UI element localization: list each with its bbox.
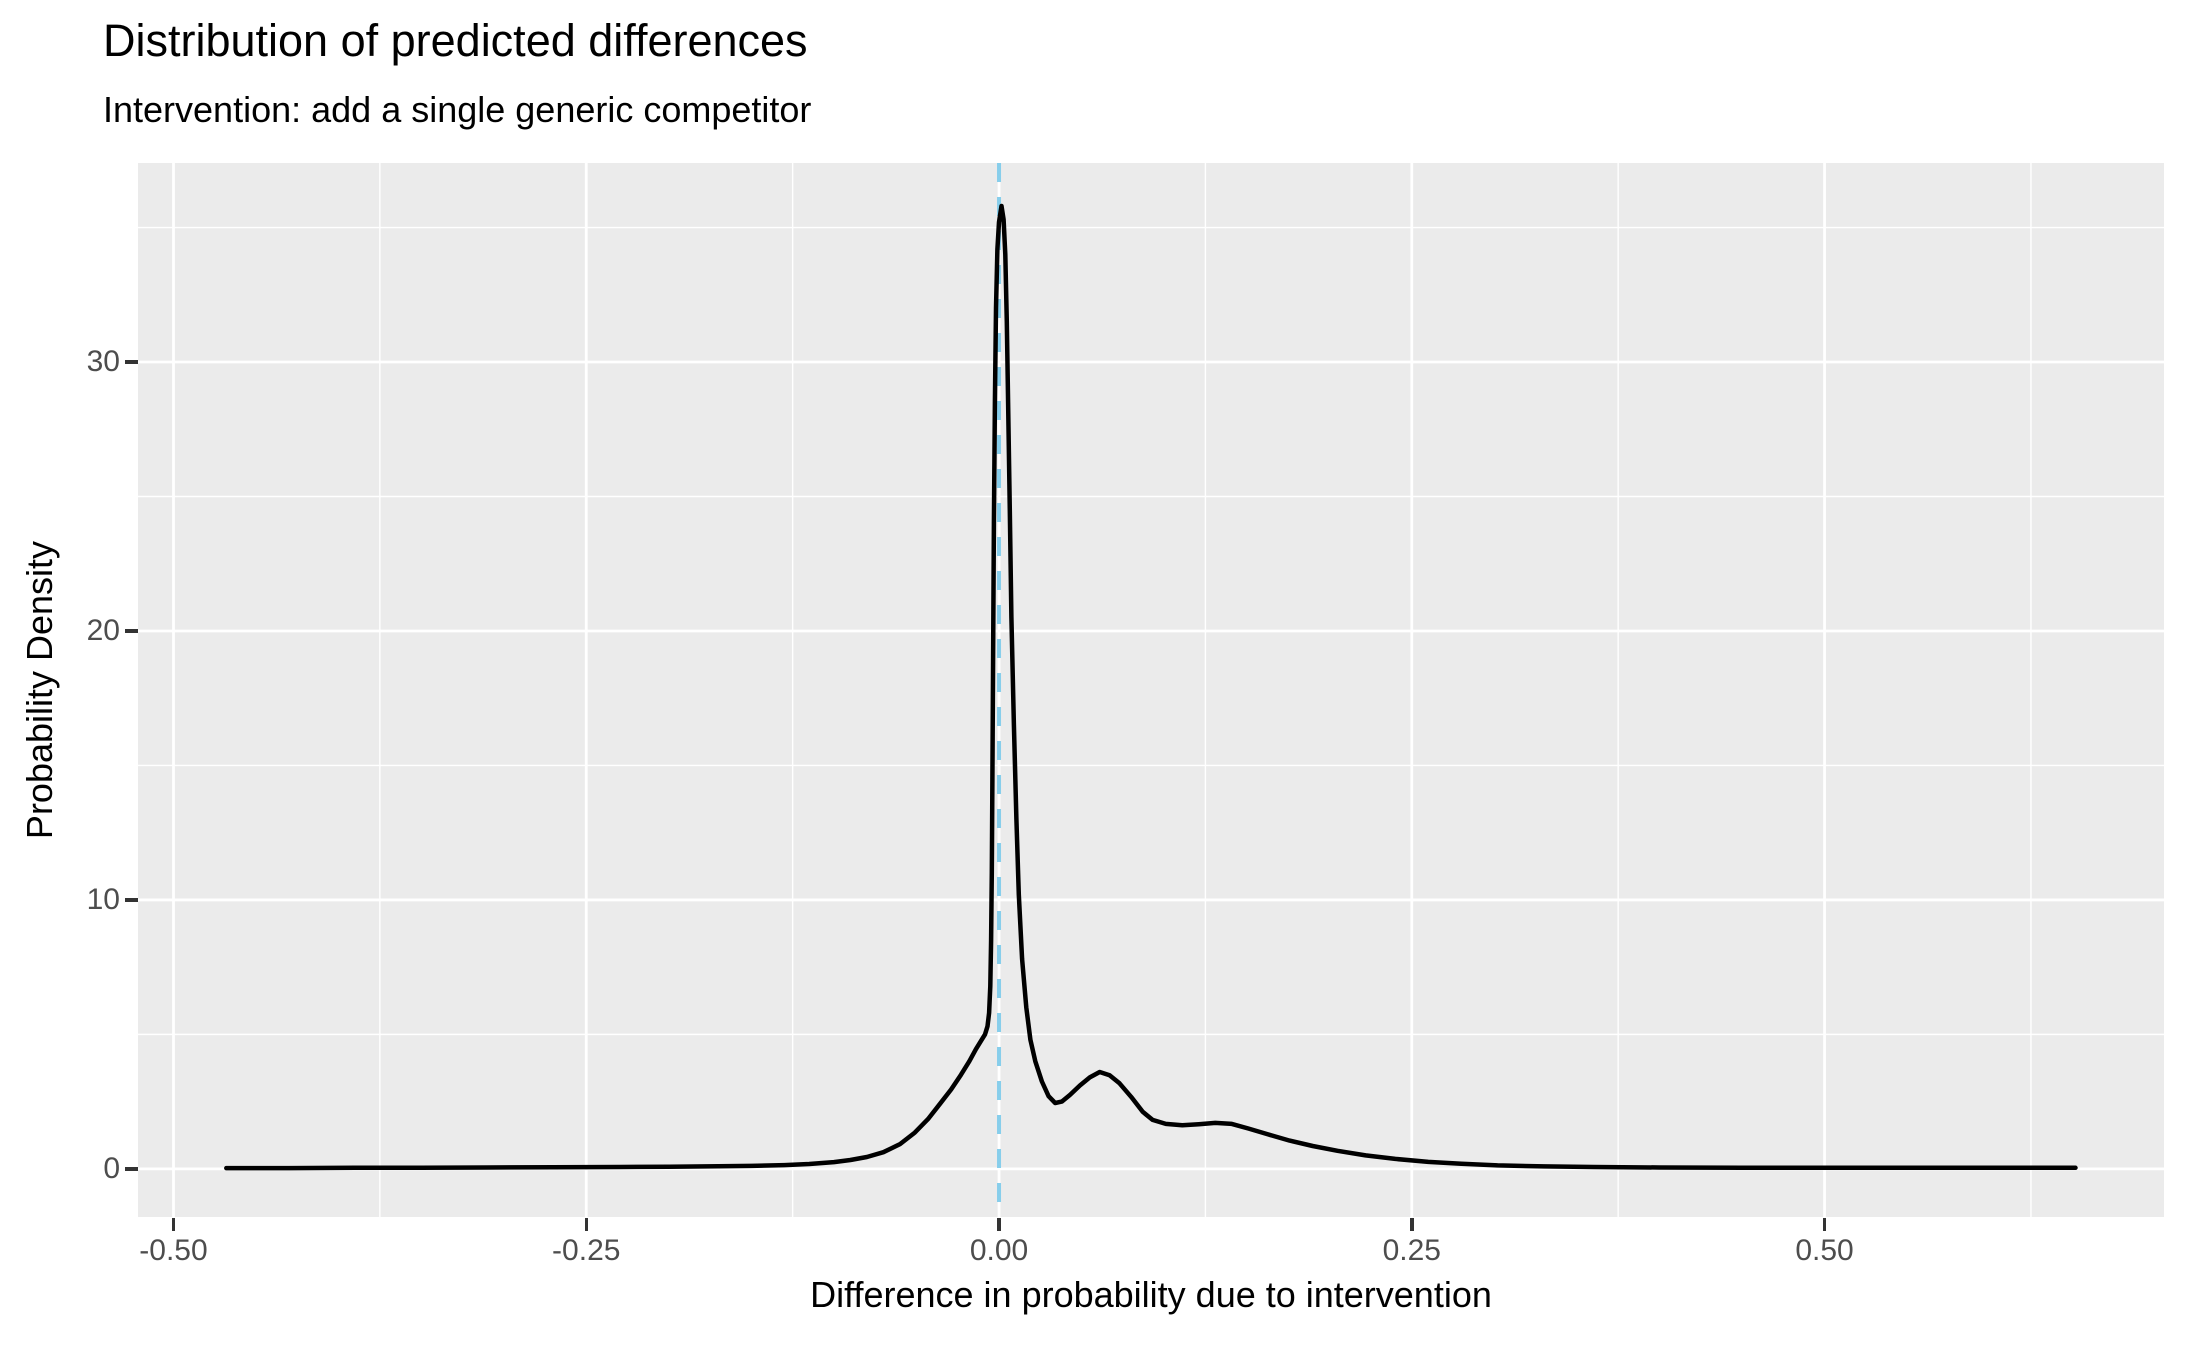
x-axis-title: Difference in probability due to interve… <box>810 1274 1492 1315</box>
y-tick-mark <box>125 898 138 902</box>
y-tick-mark <box>125 360 138 364</box>
density-curve <box>224 203 2078 1171</box>
x-tick-mark <box>1822 1218 1827 1231</box>
x-tick-label: -0.50 <box>139 1234 208 1267</box>
x-tick-label: 0.25 <box>1382 1234 1441 1267</box>
x-tick-label: 0.00 <box>969 1234 1029 1267</box>
y-axis-title: Probability Density <box>19 540 60 840</box>
x-tick-mark <box>1410 1218 1414 1231</box>
y-tick-label: 20 <box>86 613 120 647</box>
x-tick-label: 0.50 <box>1795 1234 1854 1267</box>
x-tick-mark <box>171 1218 176 1231</box>
y-tick-mark <box>125 1167 138 1171</box>
y-tick-label: 30 <box>86 345 120 379</box>
x-tick-mark <box>997 1218 1001 1231</box>
y-tick-label: 10 <box>86 882 120 916</box>
density-chart <box>138 163 2164 1217</box>
y-tick-label: 0 <box>103 1151 120 1185</box>
y-tick-mark <box>125 629 138 633</box>
plot-title: Distribution of predicted differences <box>103 15 808 66</box>
plot-panel <box>138 163 2164 1217</box>
plot-subtitle: Intervention: add a single generic compe… <box>103 89 812 130</box>
x-tick-mark <box>584 1218 588 1231</box>
x-tick-label: -0.25 <box>552 1234 621 1267</box>
